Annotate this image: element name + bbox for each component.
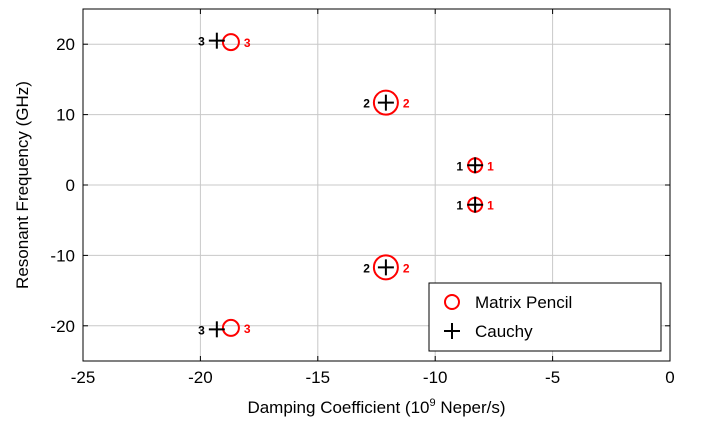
y-tick-label: -10 (50, 246, 75, 265)
legend: Matrix Pencil Cauchy (428, 282, 662, 352)
x-tick-label: -5 (545, 368, 560, 387)
legend-label: Cauchy (475, 322, 533, 341)
matrix-pencil-point-label: 3 (244, 36, 251, 50)
axis-ticks (82, 9, 671, 361)
x-axis-label-sup: 9 (430, 397, 436, 409)
y-tick-label: 10 (56, 106, 75, 125)
legend-plus-marker (444, 323, 460, 339)
cauchy-point-label: 3 (198, 35, 205, 49)
matrix-pencil-point-label: 1 (487, 199, 494, 213)
y-tick-labels: -20 -10 0 10 20 (50, 35, 75, 336)
cauchy-point-label: 3 (198, 323, 205, 337)
cauchy-point-label: 1 (456, 159, 463, 173)
matrix-pencil-point-label: 2 (403, 261, 410, 275)
cauchy-point-label: 1 (456, 199, 463, 213)
matrix-pencil-point-label: 1 (487, 159, 494, 173)
x-tick-label: -15 (306, 368, 331, 387)
y-tick-label: 20 (56, 35, 75, 54)
cauchy-point-label: 2 (363, 97, 370, 111)
data-marks: 3 2 1 1 2 3 3 2 1 1 2 3 (198, 32, 494, 338)
y-tick-label: -20 (50, 317, 75, 336)
legend-item: Cauchy (444, 322, 533, 341)
cauchy-point (467, 196, 484, 213)
x-tick-label: -20 (188, 368, 213, 387)
cauchy-point (208, 32, 225, 49)
cauchy-point (377, 259, 394, 276)
x-tick-labels: -25 -20 -15 -10 -5 0 (71, 368, 675, 387)
matrix-pencil-point-label: 2 (403, 97, 410, 111)
x-axis-label-suffix: Neper/s) (436, 398, 506, 417)
legend-circle-marker (444, 294, 460, 310)
grid-lines (83, 9, 670, 361)
matrix-pencil-point-label: 3 (244, 322, 251, 336)
y-axis-label: Resonant Frequency (GHz) (13, 81, 32, 289)
matrix-pencil-point (372, 89, 399, 116)
cauchy-point (467, 157, 484, 174)
cauchy-point (208, 321, 225, 338)
legend-box (428, 282, 662, 352)
matrix-pencil-point (221, 33, 240, 52)
x-tick-label: -25 (71, 368, 96, 387)
legend-item: Matrix Pencil (444, 293, 572, 312)
x-axis-label-prefix: Damping Coefficient (10 (247, 398, 429, 417)
x-axis-label: Damping Coefficient (109 Neper/s) (247, 397, 505, 417)
matrix-pencil-point (221, 318, 240, 337)
cauchy-point-label: 2 (363, 261, 370, 275)
x-tick-label: -10 (423, 368, 448, 387)
matrix-pencil-point (372, 254, 399, 281)
cauchy-point (377, 94, 394, 111)
y-tick-label: 0 (66, 176, 75, 195)
x-tick-label: 0 (665, 368, 674, 387)
legend-label: Matrix Pencil (475, 293, 572, 312)
